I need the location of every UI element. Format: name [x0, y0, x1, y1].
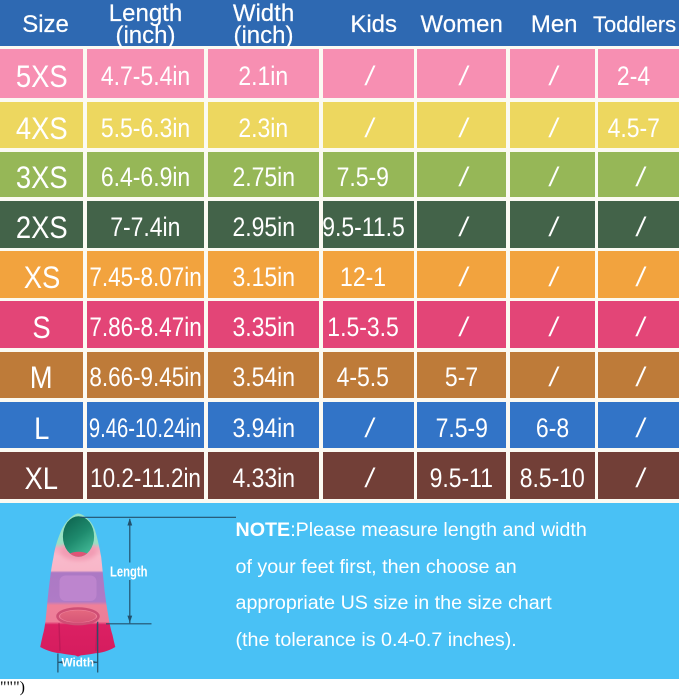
svg-text:Width: Width [62, 656, 95, 670]
svg-text:Length: Length [110, 564, 148, 581]
